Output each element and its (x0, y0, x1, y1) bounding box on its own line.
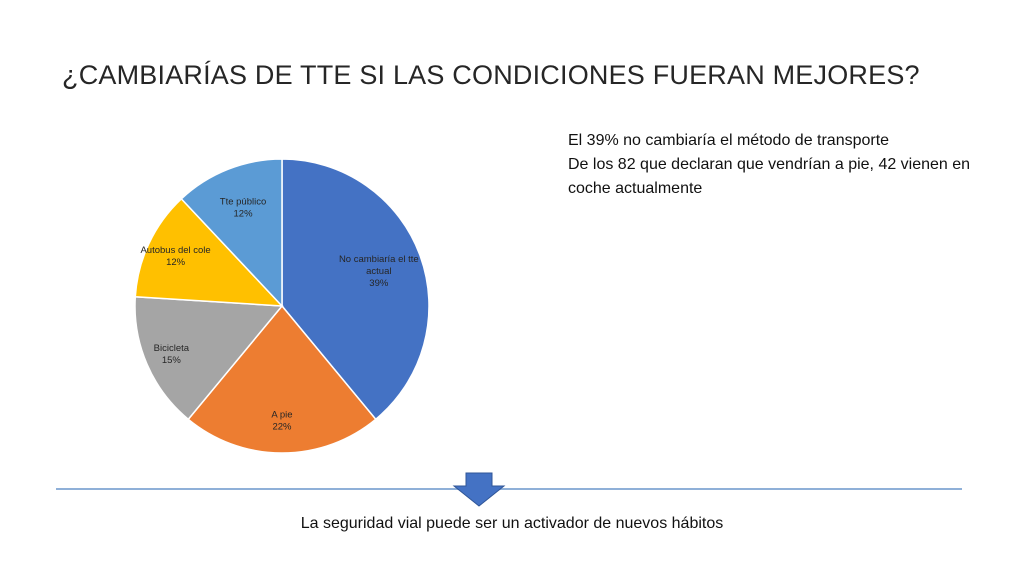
pie-slice-label: No cambiaría el tte actual 39% (339, 254, 419, 289)
pie-slice-label: Bicicleta 15% (154, 343, 190, 366)
pie-slice-label: Autobus del cole 12% (140, 245, 210, 268)
down-arrow-icon (452, 472, 506, 507)
footer-text: La seguridad vial puede ser un activador… (300, 515, 724, 532)
pie-slice-label: A pie 22% (271, 410, 292, 433)
pie-slice (187, 304, 377, 454)
pie-slice (180, 158, 283, 308)
pie-slice (134, 197, 284, 307)
pie-slice (134, 295, 284, 421)
note-line-2: De los 82 que declaran que vendrían a pi… (568, 156, 971, 197)
divider-line (56, 488, 962, 490)
pie-slice-label: Tte público 12% (220, 197, 266, 220)
pie-slice (281, 158, 430, 421)
slide-title: ¿CAMBIARÍAS DE TTE SI LAS CONDICIONES FU… (62, 60, 920, 90)
note-line-1: El 39% no cambiaría el método de transpo… (568, 132, 890, 149)
notes-text: El 39% no cambiaría el método de transpo… (568, 129, 998, 201)
